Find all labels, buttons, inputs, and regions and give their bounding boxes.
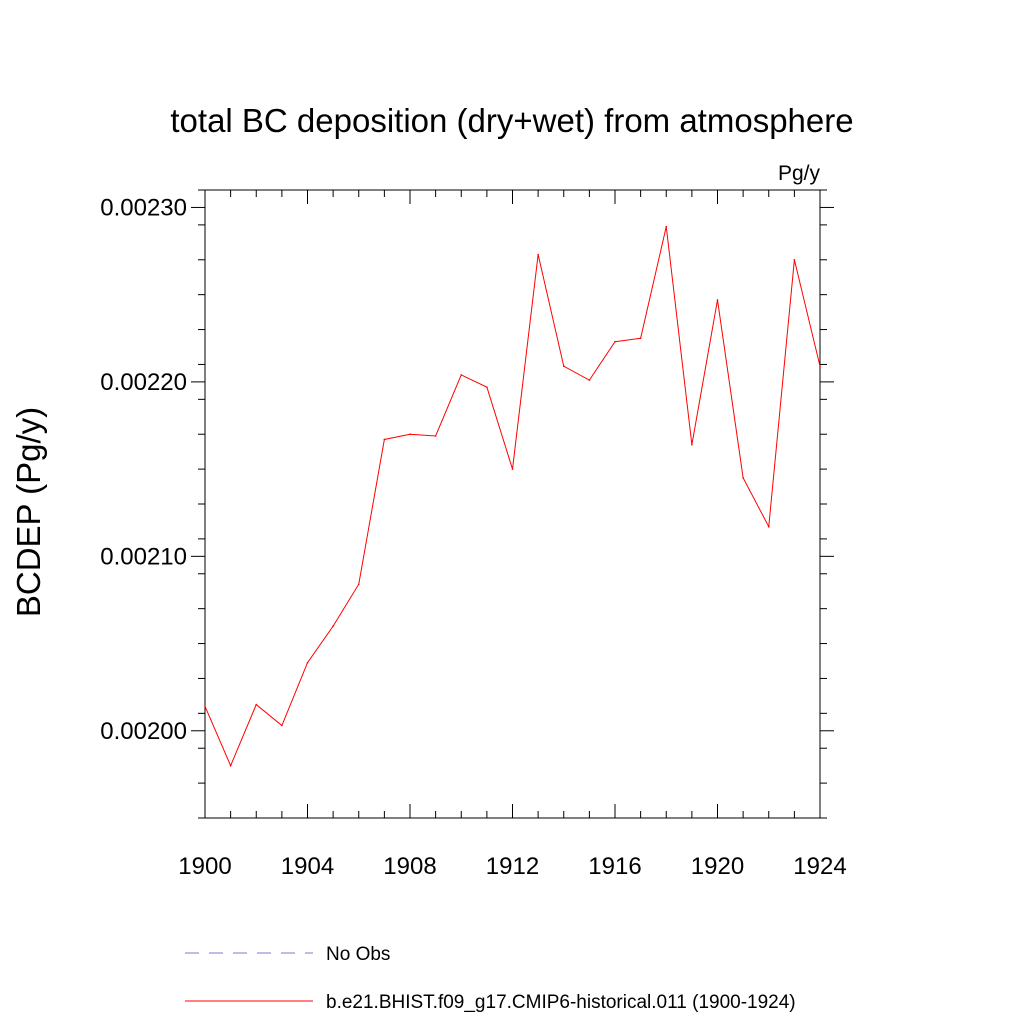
- data-point: [691, 443, 693, 446]
- data-point: [588, 379, 591, 381]
- data-point: [281, 724, 283, 727]
- data-point: [357, 583, 360, 586]
- y-axis-label: BCDEP (Pg/y): [10, 407, 47, 617]
- x-tick-label: 1904: [281, 853, 334, 880]
- data-point: [511, 468, 514, 470]
- data-point: [665, 225, 668, 228]
- x-tick-label: 1920: [691, 853, 744, 880]
- series-line: [204, 226, 821, 767]
- x-tick-label: 1908: [383, 853, 436, 880]
- y-tick-label: 0.00230: [100, 194, 187, 221]
- legend: No Obs b.e21.BHIST.f09_g17.CMIP6-historic…: [185, 944, 796, 1013]
- data-point: [332, 625, 334, 627]
- y-tick-label: 0.00210: [100, 543, 187, 570]
- series-layer: [204, 225, 821, 767]
- data-point: [614, 340, 616, 343]
- plot-frame: [204, 189, 821, 819]
- x-tick-label: 1912: [486, 853, 539, 880]
- x-tick-label: 1924: [793, 853, 846, 880]
- data-point: [767, 525, 770, 528]
- data-point: [409, 433, 411, 436]
- chart-title: total BC deposition (dry+wet) from atmos…: [170, 102, 853, 139]
- data-point: [486, 386, 488, 388]
- data-point: [306, 661, 309, 664]
- data-point: [639, 337, 642, 340]
- y-tick-label: 0.00220: [100, 369, 187, 396]
- data-point: [742, 477, 744, 479]
- data-point: [434, 435, 437, 437]
- x-tick-label: 1900: [178, 853, 231, 880]
- data-point: [562, 365, 565, 367]
- data-point: [204, 705, 206, 708]
- data-point: [819, 365, 821, 367]
- y-tick-label: 0.00200: [100, 718, 187, 745]
- x-tick-label: 1916: [588, 853, 641, 880]
- data-point: [460, 374, 463, 376]
- data-point: [793, 258, 796, 261]
- legend-label: No Obs: [326, 944, 390, 965]
- data-point: [383, 438, 386, 441]
- data-point: [537, 253, 539, 256]
- units-label: Pg/y: [778, 162, 821, 185]
- data-point: [716, 299, 719, 301]
- data-point: [255, 703, 258, 706]
- axis-ticks: 1900 1904 1908 1912 1916 1920 1924 0.00200 0.002…: [100, 189, 847, 880]
- data-point: [229, 764, 232, 767]
- legend-label: b.e21.BHIST.f09_g17.CMIP6-historical.011…: [326, 992, 796, 1013]
